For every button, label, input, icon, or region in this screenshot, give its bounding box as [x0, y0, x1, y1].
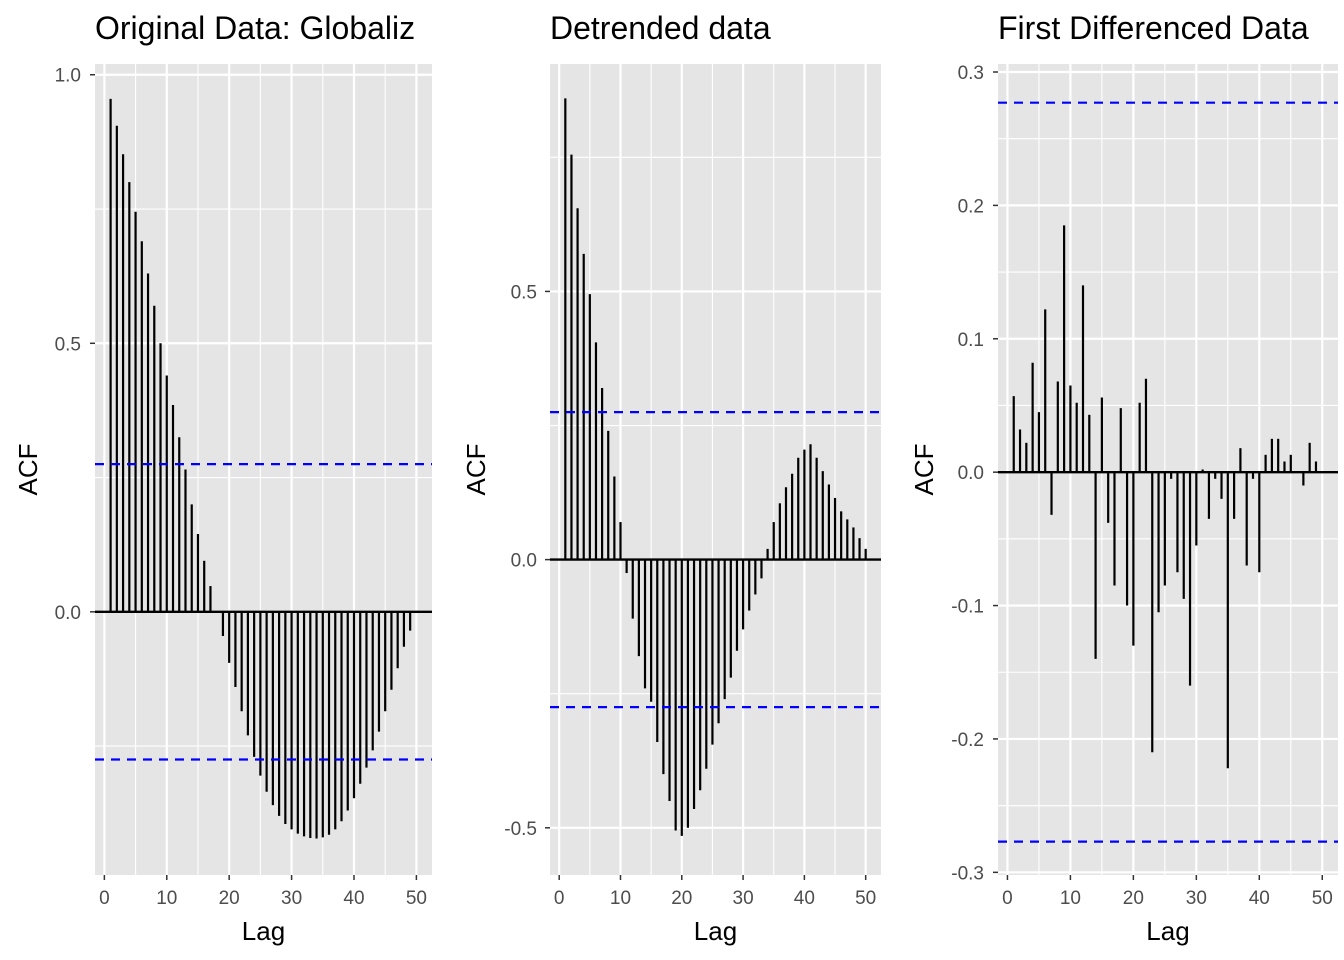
- x-tick-label: 0: [99, 888, 110, 909]
- x-tick-label: 20: [671, 888, 692, 909]
- y-axis-title: ACF: [461, 444, 491, 496]
- acf-bars: [1012, 225, 1318, 769]
- x-axis-title: Lag: [694, 916, 737, 946]
- panel-title: Detrended data: [550, 10, 771, 46]
- y-tick-label: 0.5: [55, 334, 81, 355]
- x-tick-label: 0: [554, 888, 565, 909]
- y-tick-label: 0.1: [958, 330, 984, 351]
- acf-bars: [564, 98, 867, 836]
- y-tick-label: -0.5: [504, 819, 537, 840]
- panel-background: [95, 64, 432, 875]
- y-tick-label: -0.1: [951, 597, 984, 618]
- x-tick-label: 40: [343, 888, 364, 909]
- panel-background: [998, 64, 1338, 875]
- x-tick-label: 10: [156, 888, 177, 909]
- x-tick-label: 40: [794, 888, 815, 909]
- x-tick-label: 30: [1186, 888, 1207, 909]
- x-tick-label: 50: [1312, 888, 1333, 909]
- x-axis-title: Lag: [1146, 916, 1189, 946]
- x-tick-label: 30: [733, 888, 754, 909]
- y-tick-label: 0.2: [958, 196, 984, 217]
- x-tick-label: 10: [610, 888, 631, 909]
- y-tick-label: 0.0: [55, 603, 81, 624]
- y-tick-label: -0.3: [951, 863, 984, 884]
- x-tick-label: 20: [1123, 888, 1144, 909]
- y-axis-title: ACF: [13, 444, 43, 496]
- x-tick-label: 50: [406, 888, 427, 909]
- x-tick-label: 0: [1002, 888, 1013, 909]
- acf-panel-2: -0.5 0.0 0.5 0 10 20 30 40 50 Lag ACF Detrended dat…: [461, 10, 881, 946]
- panel-title: Original Data: Globaliz: [95, 10, 415, 46]
- y-tick-label: 1.0: [55, 66, 81, 87]
- x-tick-label: 30: [281, 888, 302, 909]
- acf-panel-1: 0.0 0.5 1.0 0 10 20 30 40 50 Lag ACF Original Data:…: [13, 10, 432, 946]
- gridlines: [550, 64, 881, 875]
- panel-title: First Differenced Data: [998, 10, 1309, 46]
- x-tick-label: 50: [855, 888, 876, 909]
- y-tick-label: 0.0: [958, 463, 984, 484]
- x-tick-label: 10: [1060, 888, 1081, 909]
- y-tick-label: 0.5: [511, 282, 537, 303]
- x-tick-label: 40: [1249, 888, 1270, 909]
- acf-panel-3: -0.3 -0.2 -0.1 0.0 0.1 0.2 0.3 0 10 20 30 40 50 Lag AC…: [909, 10, 1338, 946]
- y-tick-label: 0.3: [958, 63, 984, 84]
- acf-bars: [109, 98, 412, 839]
- y-axis-title: ACF: [909, 444, 939, 496]
- y-tick-label: 0.0: [511, 551, 537, 572]
- x-tick-label: 20: [219, 888, 240, 909]
- x-axis-title: Lag: [242, 916, 285, 946]
- panel-background: [550, 64, 881, 875]
- y-tick-label: -0.2: [951, 730, 984, 751]
